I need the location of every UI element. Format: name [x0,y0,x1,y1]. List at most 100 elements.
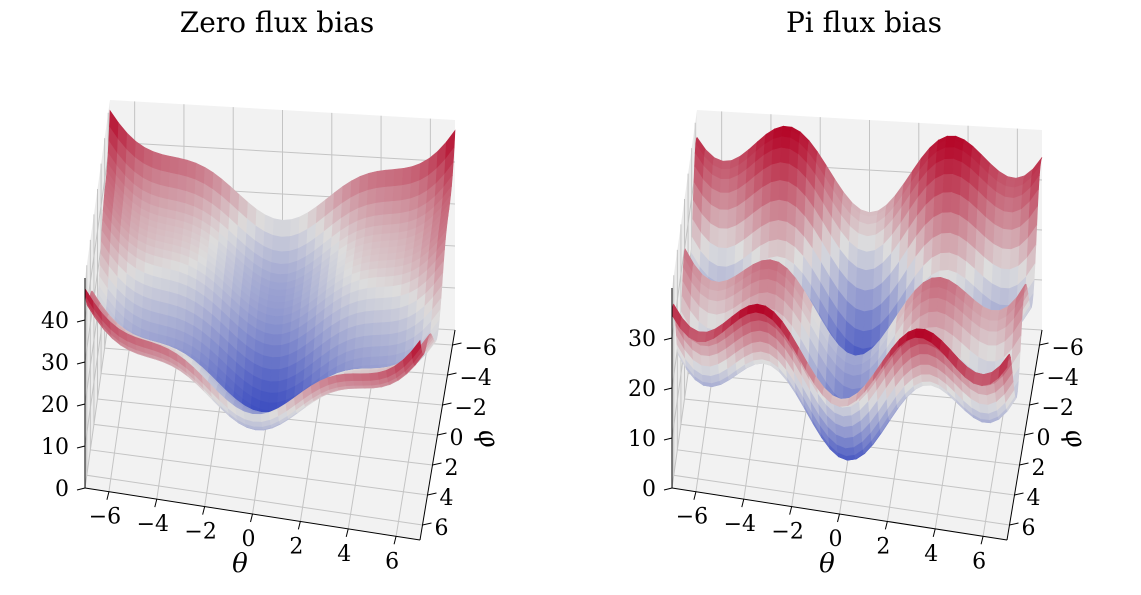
z-tick-mark [663,437,673,441]
surface-patch [768,239,779,259]
x-tick-mark [250,513,253,523]
surface-patch [281,219,292,238]
surface-patch [272,334,283,347]
surface-patch [914,330,925,339]
surface-patch [392,284,403,298]
surface-patch [758,279,769,294]
surface-patch [990,310,1001,315]
surface-patch [857,233,868,253]
x-tick-label: −4 [724,512,756,537]
surface-patch [719,178,730,194]
surface-patch [402,166,413,186]
surface-patch [260,412,271,422]
surface-patch [928,297,939,313]
surface [84,109,456,431]
surface-patch [942,173,953,194]
surface-patch [776,239,787,260]
y-tick-label: −6 [1052,336,1084,361]
surface-patch [929,287,940,300]
surface-patch [1002,211,1014,231]
surface-patch [370,346,381,358]
surface-patch [271,345,282,358]
z-tick-label: 30 [41,351,69,376]
surface-patch [727,206,738,230]
x-tick-mark [297,521,301,530]
surface-patch [948,252,959,274]
surface-patch [364,310,375,325]
surface-patch [290,216,301,237]
surface-patch [384,275,395,288]
surface-patch [381,224,392,235]
surface-patch [759,268,770,281]
surface-patch [770,180,781,203]
x-tick-label: −2 [184,520,216,545]
y-tick-mark [437,432,447,436]
surface-patch [390,223,401,234]
surface-patch [920,373,931,382]
surface-patch [367,170,378,191]
y-tick-label: 0 [450,426,464,451]
surface-patch [716,299,727,316]
surface-patch [843,425,854,439]
surface-patch [696,334,707,342]
x-tick-label: 4 [924,542,938,567]
y-tick-label: 2 [445,456,459,481]
surface-patch [721,162,732,170]
surface-patch [159,301,170,317]
y-tick-mark [1019,462,1029,466]
surface-patch [279,263,290,275]
surface-patch [986,345,997,363]
surface-patch [720,168,731,180]
surface-patch [950,192,961,217]
surface-patch [380,233,391,242]
surface-patch [935,311,946,331]
x-tick-mark [393,536,397,545]
x-tick-label: −2 [771,520,803,545]
y-tick-mark [1029,402,1039,406]
surface-patch [380,334,391,347]
x-tick-mark [106,491,110,500]
surface-patch [389,320,400,335]
surface-patch [719,192,730,211]
surface-patch [707,299,718,316]
x-tick-mark [202,506,206,515]
surface-patch [941,192,953,214]
z-tick-mark [663,337,673,341]
surface-patch [272,218,283,238]
surface-patch [379,247,390,255]
surface-patch [270,356,281,371]
surface-patch [159,184,170,200]
surface-patch [276,289,287,297]
surface-patch [272,235,283,253]
surface-patch [862,329,873,350]
surface-patch [253,426,264,430]
surface-patch [270,262,281,275]
y-tick-label: 0 [1037,426,1051,451]
surface-patch [369,372,380,381]
y-tick-label: −4 [1047,366,1079,391]
surface-patch [368,260,379,271]
surface-patch [943,158,954,175]
surface-patch [176,188,187,204]
surface-patch [385,267,396,278]
surface-patch [269,381,280,394]
surface-patch [270,369,281,383]
surface-patch [391,200,402,215]
surface-patch [385,259,397,269]
y-axis-label: φ [1058,425,1092,451]
surface-patch [252,413,262,422]
surface-patch [771,147,782,166]
surface-patch [945,135,957,141]
surface-patch [354,335,365,350]
surface-patch [979,402,990,414]
surface-patch [263,332,274,347]
surface-patch [717,247,728,268]
surface-patch [940,232,951,254]
surface-patch [777,220,788,242]
surface-patch [376,267,387,278]
surface-patch [382,297,393,311]
surface-patch [275,301,286,310]
y-tick-mark [427,492,437,496]
surface-patch [391,295,402,310]
surface-patch [707,312,717,331]
